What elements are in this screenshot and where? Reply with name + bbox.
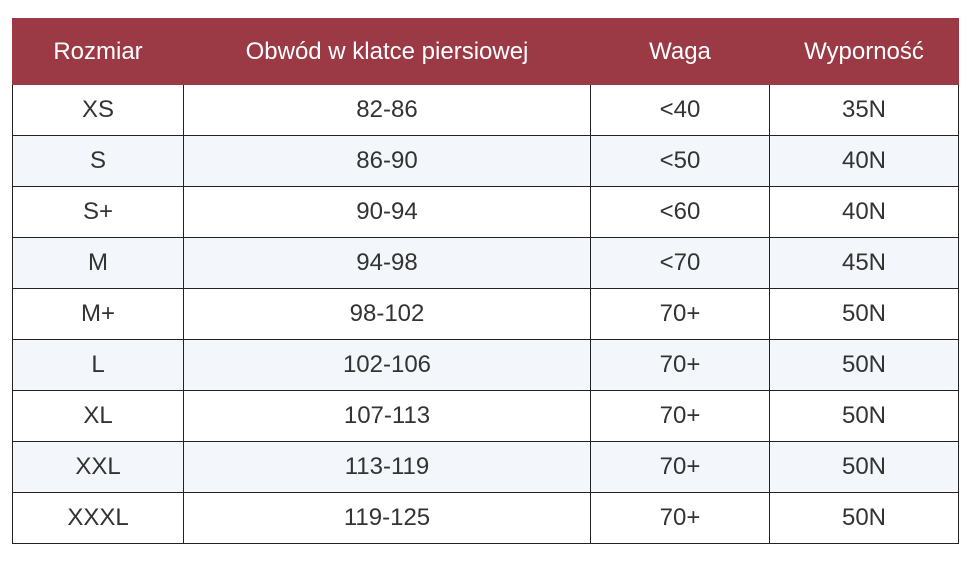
- table-cell: 50N: [769, 492, 959, 544]
- size-table: Rozmiar Obwód w klatce piersiowej Waga Wypo…: [12, 18, 959, 544]
- table-row: XXL 113-119 70+ 50N: [12, 441, 959, 493]
- table-cell: L: [12, 339, 184, 391]
- table-row: M+ 98-102 70+ 50N: [12, 288, 959, 340]
- table-cell: 98-102: [183, 288, 591, 340]
- table-cell: S+: [12, 186, 184, 238]
- table-cell: 35N: [769, 84, 959, 136]
- table-row: XS 82-86 <40 35N: [12, 84, 959, 136]
- table-body: XS 82-86 <40 35N S 86-90 <50 40N S+ 90-94 <60 40N M 9…: [12, 84, 959, 544]
- table-cell: XL: [12, 390, 184, 442]
- table-cell: XS: [12, 84, 184, 136]
- column-header: Rozmiar: [12, 18, 184, 85]
- table-cell: 45N: [769, 237, 959, 289]
- table-cell: M+: [12, 288, 184, 340]
- table-row: S+ 90-94 <60 40N: [12, 186, 959, 238]
- table-cell: 113-119: [183, 441, 591, 493]
- table-cell: <50: [590, 135, 770, 187]
- column-header: Wyporność: [769, 18, 959, 85]
- table-cell: 40N: [769, 135, 959, 187]
- table-cell: <60: [590, 186, 770, 238]
- table-cell: 70+: [590, 288, 770, 340]
- table-cell: 70+: [590, 492, 770, 544]
- table-cell: 70+: [590, 339, 770, 391]
- table-cell: 107-113: [183, 390, 591, 442]
- table-row: M 94-98 <70 45N: [12, 237, 959, 289]
- table-row: XL 107-113 70+ 50N: [12, 390, 959, 442]
- table-row: L 102-106 70+ 50N: [12, 339, 959, 391]
- table-cell: 50N: [769, 288, 959, 340]
- table-cell: 50N: [769, 339, 959, 391]
- table-cell: 50N: [769, 390, 959, 442]
- table-cell: 82-86: [183, 84, 591, 136]
- table-cell: XXXL: [12, 492, 184, 544]
- table-cell: 90-94: [183, 186, 591, 238]
- table-cell: 50N: [769, 441, 959, 493]
- column-header: Waga: [590, 18, 770, 85]
- table-cell: 102-106: [183, 339, 591, 391]
- table-cell: S: [12, 135, 184, 187]
- table-cell: <70: [590, 237, 770, 289]
- column-header: Obwód w klatce piersiowej: [183, 18, 591, 85]
- table-row: XXXL 119-125 70+ 50N: [12, 492, 959, 544]
- table-cell: 70+: [590, 441, 770, 493]
- table-row: S 86-90 <50 40N: [12, 135, 959, 187]
- table-cell: 70+: [590, 390, 770, 442]
- header-row: Rozmiar Obwód w klatce piersiowej Waga Wypo…: [12, 18, 959, 85]
- table-header: Rozmiar Obwód w klatce piersiowej Waga Wypo…: [12, 18, 959, 85]
- table-cell: 94-98: [183, 237, 591, 289]
- table-cell: 86-90: [183, 135, 591, 187]
- table-cell: <40: [590, 84, 770, 136]
- table-cell: M: [12, 237, 184, 289]
- table-cell: 119-125: [183, 492, 591, 544]
- table-cell: XXL: [12, 441, 184, 493]
- table-cell: 40N: [769, 186, 959, 238]
